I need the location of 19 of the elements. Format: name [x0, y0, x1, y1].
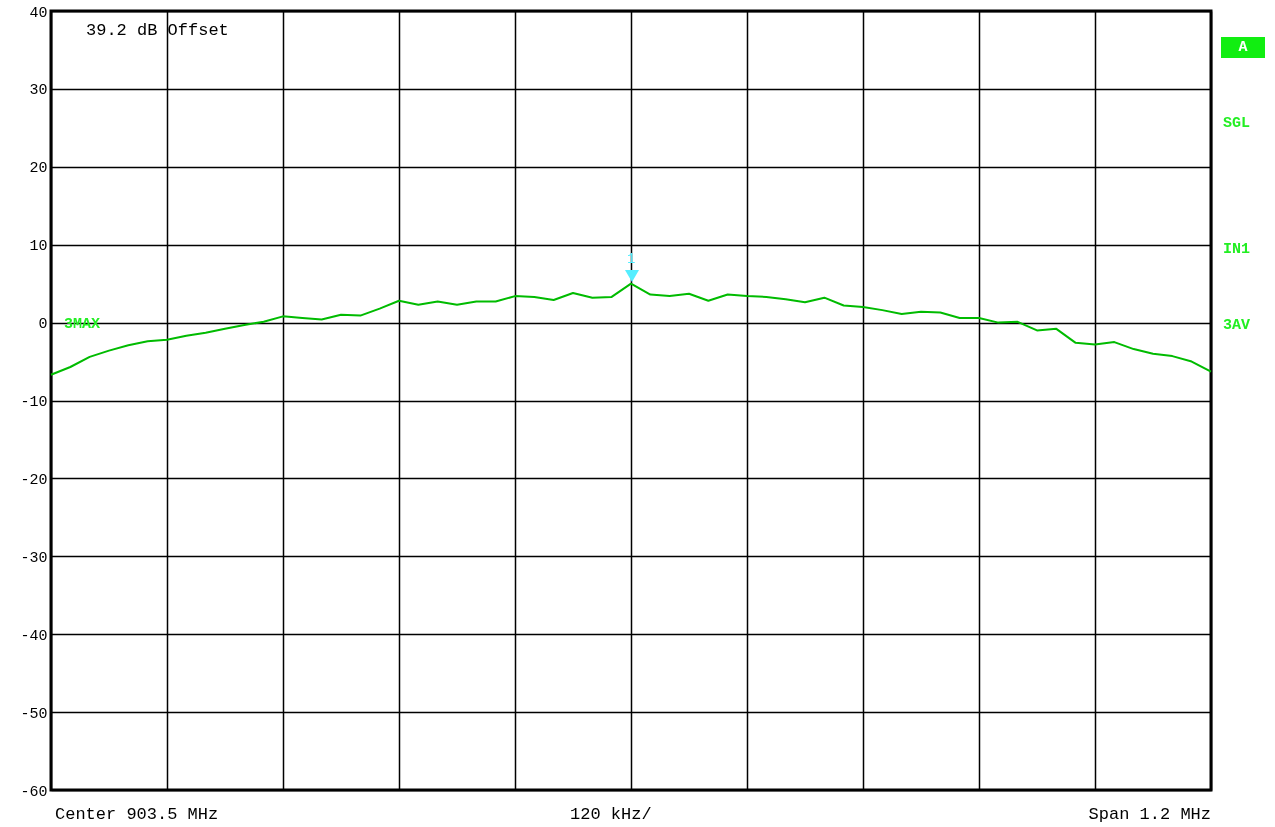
y-tick-label: -60: [20, 783, 48, 801]
y-tick-label: -40: [20, 627, 48, 645]
y-tick-label: -20: [20, 471, 48, 489]
text: A: [1221, 37, 1265, 58]
text: Span 1.2 MHz: [1088, 805, 1211, 824]
y-tick-label: 30: [29, 82, 48, 100]
text: Center 903.5 MHz: [55, 805, 219, 824]
y-tick-label: 40: [29, 4, 48, 22]
y-tick-label: 10: [29, 238, 48, 256]
y-tick-label: 20: [29, 160, 48, 178]
text: 3AV: [1223, 317, 1251, 334]
y-tick-label: -50: [20, 705, 48, 723]
annotation: 39.2 dB Offset: [86, 21, 229, 40]
text: IN1: [1223, 241, 1251, 258]
y-tick-label: -10: [20, 394, 48, 411]
text: SGL: [1223, 115, 1251, 132]
text: 120 kHz/: [570, 805, 652, 824]
y-tick-label: 0: [38, 316, 48, 334]
y-tick-label: -30: [20, 549, 48, 567]
